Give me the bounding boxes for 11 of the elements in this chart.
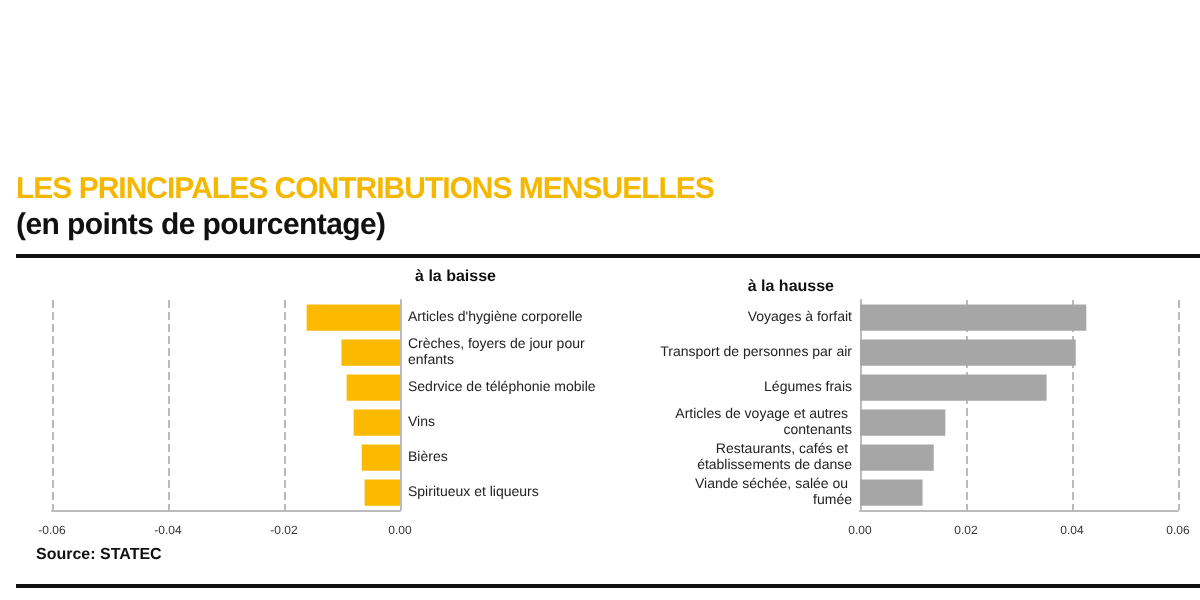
chart-title: LES PRINCIPALES CONTRIBUTIONS MENSUELLES bbox=[16, 172, 714, 206]
chart-subtitle: (en points de pourcentage) bbox=[16, 208, 386, 242]
bar bbox=[860, 304, 1087, 331]
bar bbox=[860, 479, 923, 506]
bar bbox=[860, 374, 1047, 401]
bar bbox=[860, 339, 1076, 366]
bar bbox=[860, 409, 946, 436]
text: à la baisse bbox=[415, 267, 498, 285]
source-note: Source: STATEC bbox=[36, 545, 163, 563]
chart-title: à la hausse bbox=[747, 277, 836, 295]
bar bbox=[860, 444, 934, 471]
